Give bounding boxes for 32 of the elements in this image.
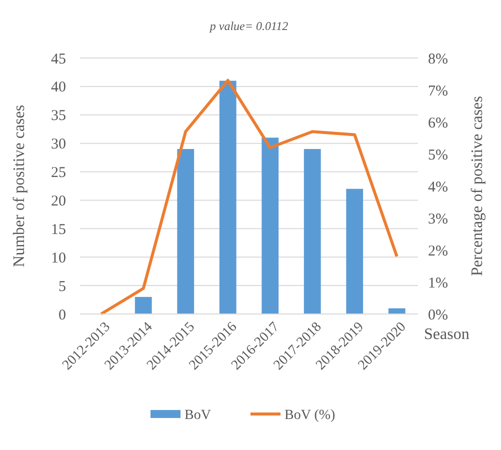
y-tick-label: 30 [51,136,66,153]
y-tick-label: 5 [58,278,66,295]
legend-label: BoV (%) [284,408,336,423]
y-tick-label: 40 [51,80,66,96]
bar [304,149,321,314]
bar [134,296,152,314]
y-tick-label: 35 [51,108,66,124]
bar [262,138,279,314]
y-axis-title: Number of positive cases [11,104,28,268]
y2-tick-label: 8% [428,51,448,68]
y-tick-label: 0 [58,307,66,324]
y2-tick-label: 6% [428,115,448,132]
y-tick-label: 10 [51,250,66,266]
bar [219,80,236,314]
y2-tick-label: 5% [428,147,448,164]
x-axis-title: Season [424,326,470,343]
legend-label: BoV [184,408,211,423]
y2-tick-label: 2% [428,243,448,260]
y-tick-label: 20 [51,193,66,210]
y2-tick-label: 0% [428,307,448,324]
bar [346,188,364,314]
y2-tick-label: 3% [428,211,448,228]
y2-tick-label: 7% [428,83,448,100]
y-tick-label: 15 [51,222,66,238]
line-series [100,78,398,316]
y-tick-label: 25 [51,165,66,182]
y2-tick-label: 4% [428,179,448,196]
chart-title: p value= 0.0112 [208,19,288,33]
y-tick-label: 45 [51,51,66,68]
bar [177,149,194,314]
y2-tick-label: 1% [428,275,448,292]
y2-axis-title: Percentage of positive cases [469,96,486,276]
